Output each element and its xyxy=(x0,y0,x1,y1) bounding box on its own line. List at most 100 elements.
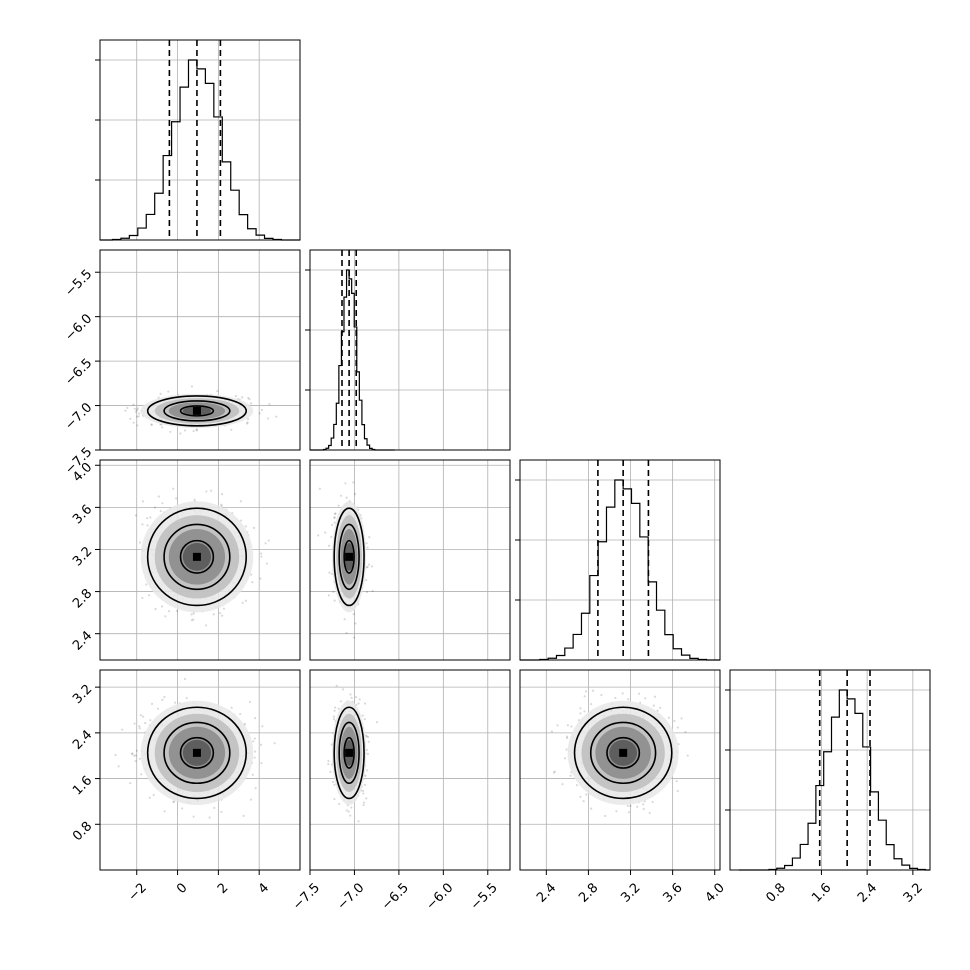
hist-frame-2 xyxy=(519,459,721,661)
sample-point xyxy=(614,696,617,700)
sample-point xyxy=(318,487,321,490)
sample-point xyxy=(138,757,141,760)
sample-point xyxy=(331,523,334,526)
sample-point xyxy=(246,421,249,424)
sample-point xyxy=(140,773,143,776)
xtick-label-2-2: 3.2 xyxy=(618,880,643,905)
sample-point xyxy=(212,613,215,616)
sample-point xyxy=(333,783,336,786)
sample-point xyxy=(667,716,670,719)
sample-point xyxy=(143,721,147,725)
sample-point xyxy=(365,578,368,582)
sample-point xyxy=(129,417,132,420)
sample-point xyxy=(192,429,195,433)
sample-point xyxy=(337,504,340,507)
sample-point xyxy=(167,610,171,613)
sample-point xyxy=(154,607,157,611)
sample-point xyxy=(582,800,585,803)
sample-point xyxy=(651,800,654,804)
sample-point xyxy=(638,692,641,695)
hist-panel-3 xyxy=(725,669,931,871)
sample-point xyxy=(345,631,348,635)
sample-point xyxy=(579,707,582,710)
sample-point xyxy=(324,531,327,534)
contour-1 xyxy=(163,400,231,422)
sample-point xyxy=(349,814,352,817)
sample-point xyxy=(141,715,145,718)
sample-point xyxy=(355,695,358,699)
sample-point xyxy=(330,572,334,575)
density-peak xyxy=(192,406,201,415)
sample-point xyxy=(345,809,348,812)
sample-point xyxy=(328,571,331,574)
sample-point xyxy=(173,701,177,704)
sample-point xyxy=(626,804,629,808)
sample-point xyxy=(195,428,198,431)
sample-point xyxy=(141,596,144,600)
ytick-label-3-1: 1.6 xyxy=(70,773,95,798)
sample-point xyxy=(251,581,254,584)
sample-point xyxy=(331,780,335,784)
sample-point xyxy=(243,722,246,726)
scatter-inner-2-1 xyxy=(310,460,510,660)
scatter-inner-1-0 xyxy=(100,250,300,450)
sample-point xyxy=(121,728,124,731)
sample-point xyxy=(353,492,357,496)
contour-0 xyxy=(179,736,215,769)
contour-0 xyxy=(179,405,215,417)
sample-point xyxy=(337,707,340,710)
sample-point xyxy=(222,607,226,610)
sample-point xyxy=(239,500,242,503)
sample-point xyxy=(590,807,593,810)
sample-point xyxy=(161,698,164,701)
sample-point xyxy=(561,783,564,786)
sample-point xyxy=(370,565,374,568)
sample-point xyxy=(260,761,263,765)
contour-1 xyxy=(338,523,360,591)
sample-point xyxy=(275,415,278,418)
sample-point xyxy=(327,544,331,547)
sample-point xyxy=(363,718,366,721)
xtick-label-0-2: 2 xyxy=(215,880,231,896)
sample-point xyxy=(333,709,336,712)
xtick-label-1-4: −5.5 xyxy=(468,880,501,913)
sample-point xyxy=(566,724,569,727)
sample-point xyxy=(133,754,136,757)
scatter-inner-3-0 xyxy=(100,670,300,870)
sample-point xyxy=(253,737,256,740)
sample-point xyxy=(332,590,335,593)
ytick-label-2-2: 3.2 xyxy=(70,544,95,569)
sample-point xyxy=(579,712,582,715)
sample-point xyxy=(150,423,153,427)
sample-point xyxy=(365,566,368,569)
sample-point xyxy=(332,718,336,721)
sample-point xyxy=(249,798,253,801)
sample-point xyxy=(193,498,196,501)
sample-point xyxy=(260,408,264,412)
sample-point xyxy=(192,815,195,818)
sample-point xyxy=(583,695,586,698)
sample-point xyxy=(135,415,139,418)
sample-point xyxy=(366,565,369,569)
contour-1 xyxy=(163,523,231,591)
sample-point xyxy=(330,743,333,746)
sample-point xyxy=(204,624,208,627)
xtick-label-2-1: 2.8 xyxy=(576,880,601,905)
scatter-frame-2-0 xyxy=(99,459,301,661)
density-peak xyxy=(192,748,201,757)
sample-point xyxy=(676,726,679,729)
sample-point xyxy=(132,403,135,406)
sample-point xyxy=(169,430,172,433)
sample-point xyxy=(565,735,569,738)
sample-point xyxy=(148,796,151,799)
histogram-1 xyxy=(310,269,395,451)
sample-point xyxy=(244,599,247,602)
contour-1 xyxy=(163,721,231,785)
sample-point xyxy=(357,702,360,705)
sample-point xyxy=(366,735,370,739)
sample-point xyxy=(161,426,164,429)
sample-point xyxy=(208,816,211,819)
ytick-label-1-3: −6.0 xyxy=(62,311,95,344)
sample-point xyxy=(136,407,139,410)
